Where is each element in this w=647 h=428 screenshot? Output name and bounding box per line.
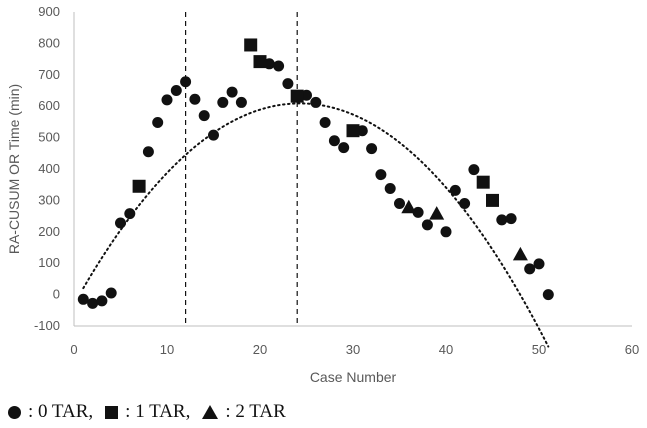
point-circle (366, 143, 378, 155)
point-circle (384, 182, 396, 194)
point-circle (170, 85, 182, 96)
x-tick-label: 0 (70, 342, 77, 357)
y-tick-label: 500 (38, 130, 60, 145)
triangle-marker-icon (202, 405, 219, 419)
point-circle (319, 117, 331, 129)
legend-label-1-tar: : 1 TAR, (125, 401, 191, 422)
point-circle (226, 86, 238, 98)
legend-entry-0-tar: : 0 TAR, (8, 401, 93, 423)
y-tick-label: 0 (53, 287, 60, 302)
legend-entry-1-tar: : 1 TAR, (101, 401, 190, 423)
point-circle (161, 94, 173, 106)
point-circle (338, 142, 350, 154)
point-circle (440, 226, 452, 238)
point-circle (356, 125, 368, 137)
x-tick-label: 30 (346, 342, 360, 357)
point-square (132, 179, 146, 193)
y-tick-label: 200 (38, 224, 60, 239)
point-square (290, 89, 304, 103)
x-axis-title: Case Number (310, 369, 397, 385)
point-circle (87, 297, 99, 309)
point-circle (394, 198, 405, 210)
point-circle (189, 93, 201, 105)
point-circle (198, 110, 210, 122)
point-circle (524, 263, 536, 275)
y-axis-title: RA-CUSUM OR Time (min) (6, 84, 22, 254)
circle-marker-icon (8, 405, 21, 419)
tick-labels: -100 0 100 200 300 400 500 600 700 800 900 0 10 20 30 4… (34, 4, 639, 357)
point-circle (142, 146, 154, 158)
y-tick-label: 600 (38, 98, 60, 113)
point-circle (310, 96, 322, 108)
point-square (486, 193, 499, 207)
y-tick-label: 700 (38, 67, 60, 82)
y-tick-label: 400 (38, 161, 60, 176)
trendline (82, 102, 550, 348)
point-square (244, 38, 258, 52)
y-tick-label: 100 (38, 255, 60, 270)
legend-entry-2-tar: : 2 TAR (198, 401, 286, 423)
scatter-chart: -100 0 100 200 300 400 500 600 700 800 900 0 10 20 30 4… (6, 4, 639, 385)
point-square (346, 124, 360, 138)
point-circle (449, 184, 461, 196)
point-circle (180, 76, 192, 88)
x-tick-label: 50 (532, 342, 546, 357)
point-circle (96, 295, 108, 307)
legend: : 0 TAR, : 1 TAR, : 2 TAR (8, 398, 294, 426)
point-square (476, 175, 490, 189)
point-circle (328, 135, 340, 147)
legend-label-0-tar: : 0 TAR, (28, 401, 94, 422)
point-circle (421, 219, 433, 231)
point-circle (263, 58, 275, 70)
point-circle (235, 96, 247, 108)
point-triangle (401, 199, 417, 214)
point-triangle (429, 206, 445, 220)
point-square (253, 55, 267, 69)
point-circle (412, 206, 424, 218)
point-circle (217, 96, 229, 108)
x-tick-label: 20 (253, 342, 267, 357)
point-circle (542, 289, 554, 301)
point-circle (459, 198, 471, 210)
y-tick-label: 800 (38, 35, 60, 50)
point-circle (208, 129, 219, 141)
reference-lines (185, 12, 298, 326)
point-circle (124, 208, 136, 220)
point-circle (468, 164, 480, 176)
point-circle (282, 78, 294, 90)
y-tick-label: 300 (38, 192, 60, 207)
point-circle (105, 287, 117, 299)
point-circle (505, 213, 517, 225)
point-circle (273, 60, 285, 72)
y-tick-label: -100 (34, 318, 60, 333)
point-circle (77, 293, 89, 305)
y-tick-label: 900 (38, 4, 60, 19)
point-triangle (512, 246, 528, 261)
square-marker-icon (105, 405, 119, 419)
data-points (77, 38, 554, 309)
point-circle (152, 117, 164, 129)
point-circle (496, 214, 508, 226)
legend-label-2-tar: : 2 TAR (225, 401, 286, 422)
point-circle (115, 217, 126, 229)
point-circle (375, 169, 387, 181)
x-tick-label: 60 (625, 342, 639, 357)
point-circle (301, 89, 312, 101)
x-tick-label: 10 (160, 342, 174, 357)
point-circle (533, 258, 545, 270)
x-tick-label: 40 (439, 342, 453, 357)
axes (73, 12, 632, 327)
